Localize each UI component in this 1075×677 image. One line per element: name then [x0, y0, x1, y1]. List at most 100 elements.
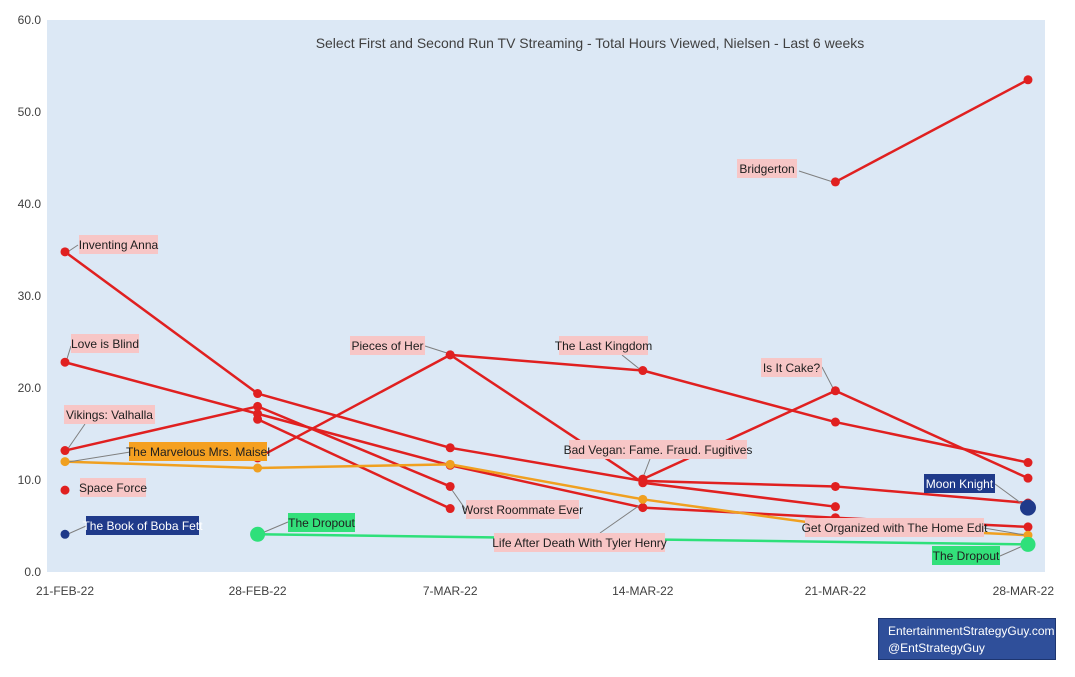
plot-area: [47, 20, 1045, 572]
annotation-text: The Book of Boba Fett: [82, 519, 203, 533]
data-point-moon-knight: [1020, 499, 1036, 516]
annotation-get-organized-with-the-home-edit: Get Organized with The Home Edit: [802, 518, 989, 537]
annotation-leader: [798, 170, 834, 183]
annotation-text: Moon Knight: [926, 477, 994, 491]
y-tick-label: 60.0: [18, 13, 42, 27]
data-point-is-it-cake: [638, 474, 648, 484]
credit-website: EntertainmentStrategyGuy.com: [888, 624, 1055, 638]
annotation-leader: [424, 345, 451, 355]
annotation-leader: [999, 544, 1026, 557]
annotation-text: Life After Death With Tyler Henry: [492, 536, 667, 550]
annotation-leader: [821, 366, 835, 391]
series-line-pieces-of-her: [257, 418, 451, 510]
annotation-the-dropout: The Dropout: [288, 513, 356, 532]
annotation-box: [80, 478, 146, 497]
data-point-the-marvelous-mrs-maisel: [445, 459, 455, 469]
annotation-text: The Last Kingdom: [555, 339, 652, 353]
annotation-leader: [261, 521, 289, 534]
annotation-text: The Marvelous Mrs. Maisel: [126, 445, 270, 459]
annotation-leader: [67, 451, 131, 463]
y-tick-label: 10.0: [18, 473, 42, 487]
data-point-pieces-of-her: [445, 504, 455, 514]
series-line-bridgerton: [834, 78, 1029, 184]
annotation-life-after-death-with-tyler-henry: Life After Death With Tyler Henry: [492, 533, 667, 552]
annotation-text: Bad Vegan: Fame. Fraud. Fugitives: [564, 443, 753, 457]
data-point-the-dropout: [1020, 536, 1036, 552]
annotation-box: [71, 334, 139, 353]
annotation-worst-roommate-ever: Worst Roommate Ever: [462, 500, 583, 519]
y-tick-label: 50.0: [18, 105, 42, 119]
data-point-love-is-blind: [60, 357, 70, 367]
annotation-box: [494, 533, 665, 552]
annotation-pieces-of-her: Pieces of Her: [350, 336, 425, 355]
data-point-bridgerton: [1023, 75, 1033, 85]
data-point-vikings-valhalla: [445, 481, 455, 491]
data-point-inventing-anna: [445, 443, 455, 453]
data-point-the-last-kingdom: [1023, 458, 1033, 468]
data-point-the-dropout: [250, 526, 266, 542]
x-tick-label: 21-FEB-22: [36, 584, 94, 598]
data-point-the-last-kingdom: [638, 366, 648, 376]
annotation-box: [805, 518, 984, 537]
y-tick-label: 40.0: [18, 197, 42, 211]
data-point-vikings-valhalla: [253, 401, 263, 411]
annotation-box: [761, 358, 822, 377]
credit-handle: @EntStrategyGuy: [888, 641, 985, 655]
annotation-vikings-valhalla: Vikings: Valhalla: [64, 405, 155, 424]
annotation-moon-knight: Moon Knight: [924, 474, 995, 493]
annotation-box: [559, 336, 648, 355]
data-point-the-marvelous-mrs-maisel: [253, 463, 263, 473]
annotation-box: [466, 500, 579, 519]
data-point-inventing-anna: [830, 481, 840, 491]
annotation-leader: [621, 354, 643, 372]
data-point-bridgerton: [830, 177, 840, 187]
annotation-box: [932, 546, 1000, 565]
data-point-the-marvelous-mrs-maisel: [638, 494, 648, 504]
annotation-the-book-of-boba-fett: The Book of Boba Fett: [82, 516, 203, 535]
annotation-box: [64, 405, 155, 424]
annotation-text: Is It Cake?: [763, 361, 821, 375]
x-tick-label: 21-MAR-22: [805, 584, 867, 598]
annotation-the-dropout: The Dropout: [932, 546, 1000, 565]
annotation-box: [737, 159, 797, 178]
annotation-leader: [66, 423, 86, 451]
data-point-love-is-blind: [1023, 522, 1033, 532]
data-point-the-marvelous-mrs-maisel: [60, 457, 70, 467]
annotation-text: The Dropout: [933, 549, 1000, 563]
annotation-bad-vegan-fame-fraud-fugitives: Bad Vegan: Fame. Fraud. Fugitives: [564, 440, 753, 459]
annotation-box: [569, 440, 747, 459]
annotation-text: Get Organized with The Home Edit: [802, 521, 989, 535]
annotation-text: Inventing Anna: [79, 238, 159, 252]
data-point-vikings-valhalla: [60, 446, 70, 456]
series-line-inventing-anna: [64, 250, 1029, 505]
annotation-box: [288, 513, 355, 532]
annotation-love-is-blind: Love is Blind: [71, 334, 139, 353]
annotation-text: Love is Blind: [71, 337, 139, 351]
annotation-text: Bridgerton: [739, 162, 794, 176]
annotation-leader: [67, 525, 87, 535]
annotation-is-it-cake: Is It Cake?: [761, 358, 822, 377]
y-tick-label: 30.0: [18, 289, 42, 303]
annotation-box: [924, 474, 995, 493]
data-point-bad-vegan-fame-fraud-fugitives: [830, 502, 840, 512]
annotation-the-marvelous-mrs-maisel: The Marvelous Mrs. Maisel: [126, 442, 270, 461]
annotation-box: [129, 442, 267, 461]
data-point-pieces-of-her: [253, 414, 263, 424]
credit-box: EntertainmentStrategyGuy.com @EntStrateg…: [878, 618, 1056, 660]
data-point-the-book-of-boba-fett: [60, 529, 70, 539]
data-point-love-is-blind: [638, 503, 648, 513]
annotation-leader: [599, 504, 641, 534]
x-tick-label: 28-FEB-22: [229, 584, 287, 598]
y-tick-label: 0.0: [24, 565, 41, 579]
annotation-box: [86, 516, 199, 535]
y-tick-label: 20.0: [18, 381, 42, 395]
annotation-box: [79, 235, 158, 254]
annotation-the-last-kingdom: The Last Kingdom: [555, 336, 652, 355]
annotation-text: Worst Roommate Ever: [462, 503, 583, 517]
annotation-text: Vikings: Valhalla: [66, 408, 153, 422]
data-point-inventing-anna: [253, 389, 263, 399]
data-point-the-last-kingdom: [830, 417, 840, 427]
annotation-inventing-anna: Inventing Anna: [79, 235, 159, 254]
annotation-leader: [983, 527, 1026, 536]
